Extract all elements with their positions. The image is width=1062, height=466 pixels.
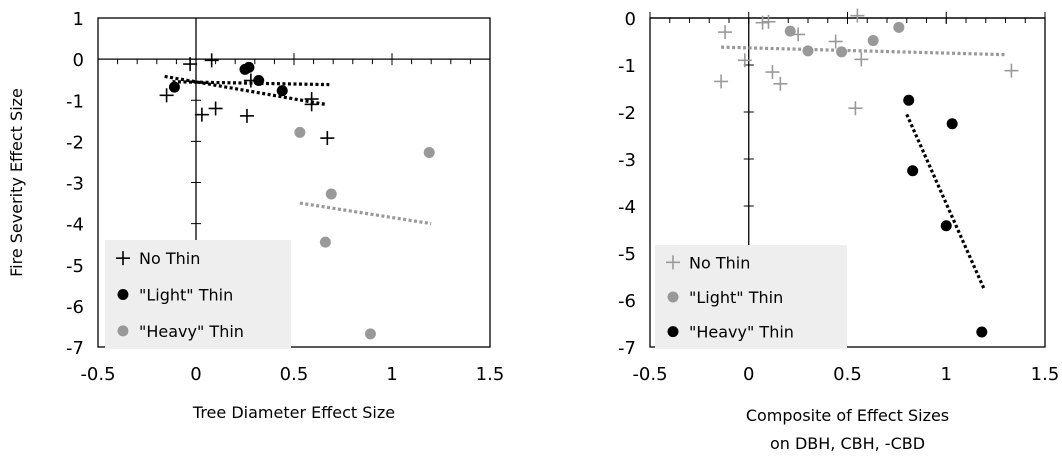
data-point-circle [784,25,796,37]
y-tick-label: -3 [618,150,636,171]
legend-label: "Heavy" Thin [139,322,244,341]
legend-label: No Thin [689,253,750,272]
y-tick-label: 0 [625,9,636,30]
y-tick-label: -2 [66,132,84,153]
data-point-plus [773,76,788,91]
data-point-plus [850,8,865,23]
data-point-plus [208,101,223,116]
y-tick-label: 1 [73,9,84,30]
data-point-plus [320,131,335,146]
data-point-circle [168,81,180,93]
data-point-plus [194,107,209,122]
legend-marker [667,291,679,303]
chart-right: -0.5 0 0.5 1 1.5 0 -1 -2 -3 -4 -5 -6 -7 Composite of … [618,8,1060,453]
x-tick-label: 1.5 [1031,364,1060,385]
data-point-circle [867,35,879,47]
y-tick-label: -6 [618,291,636,312]
data-point-plus [1004,63,1019,78]
data-point-circle [253,75,265,87]
plot-frame [97,17,491,348]
data-point-plus [183,57,198,72]
trendline [905,113,986,289]
data-point-circle [423,146,435,158]
x-tick-label: 1 [941,364,952,385]
data-point-circle [294,126,306,138]
data-point-circle [836,46,848,58]
data-point-circle [325,188,337,200]
legend-label: No Thin [139,249,200,268]
data-point-circle [893,21,905,33]
legend-label: "Light" Thin [139,286,233,305]
data-point-circle [946,118,958,130]
x-tick-label: 1 [386,364,397,385]
y-tick-label: -4 [618,197,636,218]
y-tick-label: -3 [66,174,84,195]
data-point-circle [802,45,814,57]
data-point-circle [976,326,988,338]
y-tick-label: -4 [66,215,84,236]
y-tick-label: -1 [66,91,84,112]
data-point-circle [903,94,915,106]
legend-box [105,240,291,349]
y-tick-label: -6 [66,297,84,318]
legend-box [655,245,847,349]
x-tick-label: 1.5 [476,364,505,385]
x-axis-title: on DBH, CBH, -CBD [770,434,925,453]
data-point-plus [854,52,869,67]
data-point-plus [714,74,729,89]
data-point-plus [755,15,770,30]
data-point-plus [828,34,843,49]
trendline [299,201,432,226]
x-tick-label: -0.5 [80,364,115,385]
legend-marker [117,289,129,300]
data-point-circle [243,61,255,73]
y-tick-label: -5 [66,256,84,277]
legend-label: "Light" Thin [689,288,783,307]
x-axis-title: Tree Diameter Effect Size [192,403,395,422]
y-tick-label: -5 [618,244,636,265]
data-point-circle [907,165,919,177]
x-tick-label: 0 [743,364,754,385]
y-tick-label: -7 [618,338,636,359]
x-axis-title: Composite of Effect Sizes [746,406,949,425]
legend-marker [117,325,129,337]
y-tick-label: -7 [66,338,84,359]
y-tick-label: 0 [73,50,84,71]
data-point-plus [159,88,174,103]
data-point-circle [319,236,331,248]
data-point-plus [239,108,254,123]
x-tick-label: 0.5 [280,364,309,385]
y-tick-label: -2 [618,103,636,124]
x-tick-label: -0.5 [632,364,667,385]
legend-label: "Heavy" Thin [689,323,794,342]
x-tick-label: 0.5 [833,364,862,385]
data-point-plus [204,53,219,68]
legend-marker [116,251,130,266]
data-point-plus [765,65,780,80]
data-point-plus [761,14,776,29]
data-point-circle [364,328,376,340]
data-point-plus [848,101,863,116]
trendline [721,45,1006,57]
data-point-plus [304,97,319,112]
data-point-plus [737,53,752,68]
y-tick-label: -1 [618,56,636,77]
legend-marker [666,255,680,270]
data-point-circle [940,220,952,232]
data-point-plus [718,25,733,40]
y-axis-title: Fire Severity Effect Size [7,88,26,277]
x-tick-label: 0 [190,364,201,385]
data-point-circle [276,85,288,97]
chart-left: -0.5 0 0.5 1 1.5 1 0 -1 -2 -3 -4 -5 -6 -7 Tree Diamete… [7,9,504,422]
legend-marker [667,326,679,338]
